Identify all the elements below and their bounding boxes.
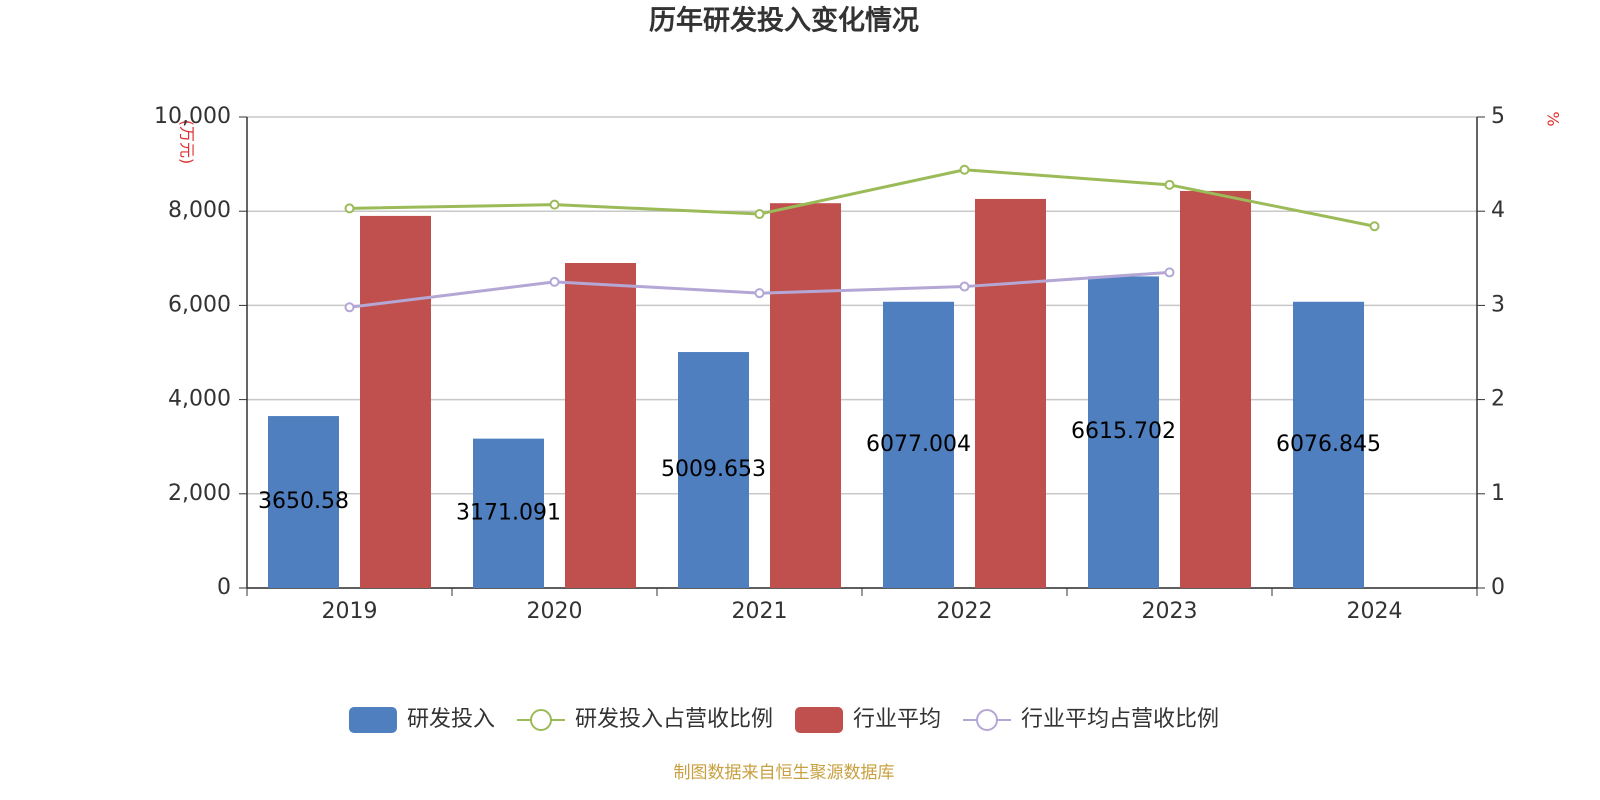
bar xyxy=(975,198,1046,589)
bar xyxy=(360,215,431,588)
legend-swatch xyxy=(795,707,843,733)
line-marker xyxy=(754,209,765,220)
bar xyxy=(770,203,841,588)
legend-label: 研发投入 xyxy=(407,707,495,732)
x-tick-label: 2024 xyxy=(1347,599,1403,624)
y2-tick-label: 1 xyxy=(1491,481,1505,506)
bar xyxy=(883,301,954,588)
line-marker xyxy=(959,164,970,175)
y-tick-label: 6,000 xyxy=(168,292,231,317)
legend-swatch xyxy=(348,707,397,733)
data-label: 6615.702 xyxy=(1071,419,1176,444)
data-label: 6076.845 xyxy=(1276,432,1381,457)
line xyxy=(349,168,1375,228)
x-tick-label: 2020 xyxy=(527,599,583,624)
line-marker xyxy=(1164,267,1175,278)
line-marker xyxy=(549,199,560,210)
y2-tick-label: 0 xyxy=(1491,575,1505,600)
data-label: 3171.091 xyxy=(456,500,561,525)
bar xyxy=(1088,276,1159,588)
y-tick-label: 8,000 xyxy=(168,198,231,223)
x-tick-label: 2022 xyxy=(937,599,993,624)
chart-title: 历年研发投入变化情况 xyxy=(649,5,919,37)
y2-tick-label: 3 xyxy=(1491,292,1505,317)
legend-swatch xyxy=(529,709,552,731)
y2-tick-label: 4 xyxy=(1491,198,1505,223)
line-marker xyxy=(959,281,970,292)
bar xyxy=(268,416,339,588)
y-axis-label: (万元) xyxy=(178,120,197,165)
data-label: 6077.004 xyxy=(866,432,971,457)
legend-label: 研发投入占营收比例 xyxy=(575,707,773,732)
data-label: 5009.653 xyxy=(661,457,766,482)
legend-swatch xyxy=(976,709,999,731)
source-note: 制图数据来自恒生聚源数据库 xyxy=(674,763,895,783)
line-marker xyxy=(549,276,560,287)
line-marker xyxy=(344,203,355,214)
bar xyxy=(678,352,749,588)
bar xyxy=(565,263,636,588)
y-tick-label: 4,000 xyxy=(168,387,231,412)
line-marker xyxy=(1164,179,1175,190)
y-tick-label: 2,000 xyxy=(168,481,231,506)
bar xyxy=(1180,190,1251,588)
x-tick-label: 2023 xyxy=(1142,599,1198,624)
legend-label: 行业平均 xyxy=(853,707,941,732)
line-marker xyxy=(754,288,765,299)
line-marker xyxy=(1369,221,1380,232)
y2-axis-label: % xyxy=(1544,111,1563,126)
x-tick-label: 2021 xyxy=(732,599,788,624)
x-tick-label: 2019 xyxy=(322,599,378,624)
y-tick-label: 10,000 xyxy=(154,104,231,129)
y2-tick-label: 5 xyxy=(1491,104,1505,129)
line-marker xyxy=(344,302,355,313)
y2-tick-label: 2 xyxy=(1491,387,1505,412)
bar xyxy=(473,438,544,588)
y-tick-label: 0 xyxy=(217,575,231,600)
bar xyxy=(1293,301,1364,588)
legend-label: 行业平均占营收比例 xyxy=(1021,707,1219,732)
data-label: 3650.58 xyxy=(258,489,349,514)
